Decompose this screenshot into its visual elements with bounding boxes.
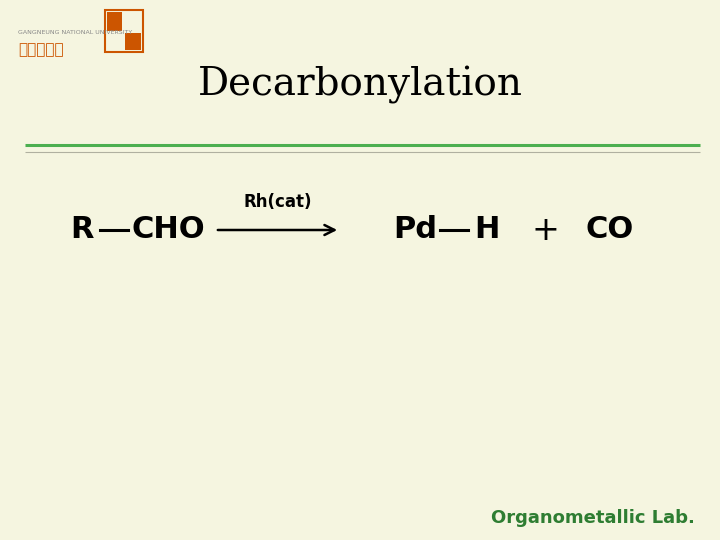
- Text: 강릅대학교: 강릅대학교: [18, 42, 63, 57]
- Text: H: H: [474, 215, 500, 245]
- Text: Rh(cat): Rh(cat): [244, 193, 312, 211]
- Text: R: R: [71, 215, 94, 245]
- Bar: [105, 10, 143, 52]
- Text: CHO: CHO: [131, 215, 204, 245]
- Text: Decarbonylation: Decarbonylation: [197, 66, 523, 104]
- Text: GANGNEUNG NATIONAL UNIVERSITY: GANGNEUNG NATIONAL UNIVERSITY: [18, 30, 132, 35]
- Text: +: +: [531, 213, 559, 246]
- Text: CO: CO: [586, 215, 634, 245]
- Bar: [125, 33, 141, 50]
- Text: Organometallic Lab.: Organometallic Lab.: [491, 509, 695, 527]
- Text: Pd: Pd: [393, 215, 437, 245]
- Bar: [107, 12, 122, 31]
